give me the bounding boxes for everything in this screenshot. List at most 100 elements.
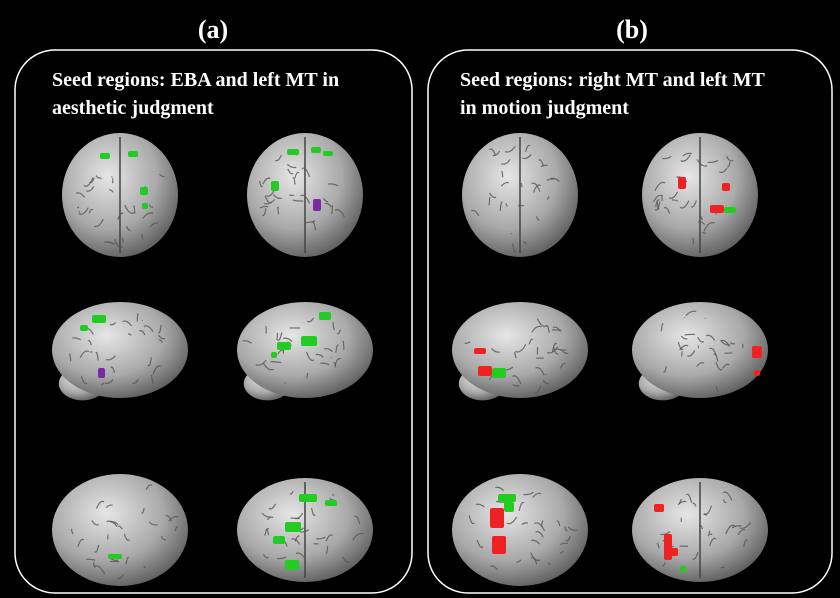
sulcus <box>152 365 162 375</box>
sulcus <box>140 234 144 240</box>
sulcus <box>677 341 684 351</box>
activation <box>498 494 516 502</box>
brain-surface <box>52 302 188 398</box>
sulcus <box>299 529 310 533</box>
sulcus <box>685 493 693 503</box>
activation <box>722 183 730 191</box>
sulcus <box>720 566 726 569</box>
sulcus <box>264 527 270 536</box>
sulcus <box>556 348 567 351</box>
activation <box>492 536 506 554</box>
sulcus <box>468 515 475 525</box>
sulcus <box>77 538 85 547</box>
sulcus <box>680 154 691 162</box>
sulcus <box>726 161 731 168</box>
sulcus <box>525 144 531 152</box>
sulcus <box>242 340 253 344</box>
sulcus <box>535 216 541 221</box>
brain <box>52 302 188 401</box>
sulcus <box>139 330 146 336</box>
sulcus <box>514 351 518 359</box>
sulcus <box>722 363 730 369</box>
sulcus <box>488 197 491 206</box>
sulcus <box>541 520 544 527</box>
activation <box>108 554 122 559</box>
sulcus <box>147 357 152 367</box>
sulcus <box>259 205 269 209</box>
sulcus <box>488 192 497 199</box>
sulcus <box>310 507 316 516</box>
sulcus <box>125 225 131 231</box>
sulcus <box>697 336 705 343</box>
sulcus <box>725 155 734 162</box>
sulcus <box>121 237 124 243</box>
activation <box>319 312 331 320</box>
sulcus <box>546 346 559 354</box>
sulcus <box>534 385 542 394</box>
sulcus <box>85 186 95 192</box>
sulcus <box>294 171 300 179</box>
sulcus <box>150 374 155 384</box>
sulcus <box>320 362 330 366</box>
sulcus <box>501 158 511 165</box>
sulcus <box>158 339 163 343</box>
sulcus <box>104 241 116 245</box>
sulcus <box>133 205 136 214</box>
panel-title: Seed regions: right MT and left MT <box>460 69 765 91</box>
sulcus <box>737 529 746 536</box>
sulcus <box>270 361 282 364</box>
activation <box>285 522 301 532</box>
brain-surface <box>52 474 188 586</box>
sulcus <box>311 221 317 231</box>
sulcus <box>500 181 510 187</box>
sulcus <box>678 499 683 505</box>
activation <box>98 368 105 378</box>
sulcus <box>174 526 179 532</box>
sulcus <box>654 181 666 192</box>
sulcus <box>148 204 154 208</box>
activation <box>271 181 279 191</box>
sulcus <box>523 241 528 245</box>
sulcus <box>660 323 664 332</box>
sulcus <box>559 362 567 369</box>
sulcus <box>335 209 346 218</box>
sulcus <box>68 353 72 362</box>
sulcus <box>87 339 92 346</box>
sulcus <box>95 351 99 361</box>
sulcus <box>264 195 272 204</box>
sulcus <box>91 520 99 526</box>
activation <box>80 325 88 331</box>
sulcus <box>142 212 154 219</box>
activation <box>325 500 337 506</box>
sulcus <box>680 335 688 340</box>
sulcus <box>701 231 707 234</box>
sulcus <box>730 342 735 345</box>
sulcus <box>149 222 159 228</box>
sulcus <box>531 325 542 333</box>
activation <box>311 147 321 153</box>
activation <box>492 368 506 378</box>
sulcus <box>286 163 297 169</box>
sulcus <box>145 484 153 491</box>
sulcus <box>491 348 501 353</box>
sulcus <box>331 204 333 214</box>
sulcus <box>352 532 364 541</box>
panel-label: (b) <box>616 15 648 44</box>
sulcus <box>96 500 105 509</box>
sulcus <box>522 154 532 160</box>
sulcus <box>561 350 569 354</box>
sulcus <box>95 175 102 179</box>
sulcus <box>528 338 534 345</box>
sulcus <box>266 516 274 521</box>
sulcus <box>518 501 525 512</box>
sulcus <box>739 522 752 529</box>
sulcus <box>707 530 711 537</box>
sulcus <box>506 516 518 525</box>
sulcus <box>306 317 315 323</box>
sulcus <box>114 238 123 248</box>
activation <box>323 151 333 156</box>
brain <box>462 133 578 257</box>
sulcus <box>105 355 116 361</box>
sulcus <box>105 504 113 509</box>
